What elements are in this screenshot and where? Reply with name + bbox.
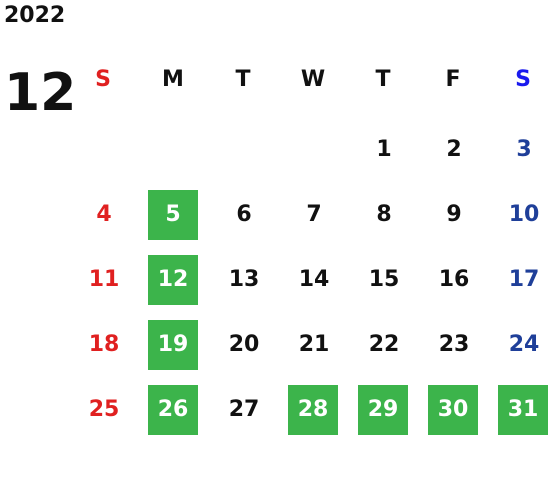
day: 17: [508, 267, 540, 292]
day-highlighted: 5: [148, 190, 198, 240]
weekday-header: T: [375, 67, 391, 92]
day-highlighted: 30: [428, 385, 478, 435]
day: 7: [306, 202, 322, 227]
weekday-header: W: [300, 67, 326, 92]
weekday-header: S: [515, 67, 531, 92]
day: 6: [236, 202, 252, 227]
day-highlighted: 12: [148, 255, 198, 305]
day: 9: [446, 202, 462, 227]
day: 23: [438, 332, 470, 357]
day: 2: [446, 137, 462, 162]
day: 11: [88, 267, 120, 292]
day: 20: [228, 332, 260, 357]
day: 8: [376, 202, 392, 227]
year: 2022: [4, 3, 66, 28]
day: 24: [508, 332, 540, 357]
day-highlighted: 28: [288, 385, 338, 435]
day: 21: [298, 332, 330, 357]
day-highlighted: 29: [358, 385, 408, 435]
day: 1: [376, 137, 392, 162]
day: 22: [368, 332, 400, 357]
weekday-header: S: [95, 67, 111, 92]
day: 18: [88, 332, 120, 357]
weekday-header: T: [235, 67, 251, 92]
day-highlighted: 19: [148, 320, 198, 370]
day: 3: [516, 137, 532, 162]
day: 16: [438, 267, 470, 292]
weekday-header: M: [162, 67, 184, 92]
day: 27: [228, 397, 260, 422]
day: 10: [508, 202, 540, 227]
day-highlighted: 26: [148, 385, 198, 435]
day: 13: [228, 267, 260, 292]
day: 15: [368, 267, 400, 292]
day-highlighted: 31: [498, 385, 548, 435]
day: 14: [298, 267, 330, 292]
day: 4: [96, 202, 112, 227]
day: 25: [88, 397, 120, 422]
month: 12: [4, 63, 77, 123]
weekday-header: F: [445, 67, 461, 92]
